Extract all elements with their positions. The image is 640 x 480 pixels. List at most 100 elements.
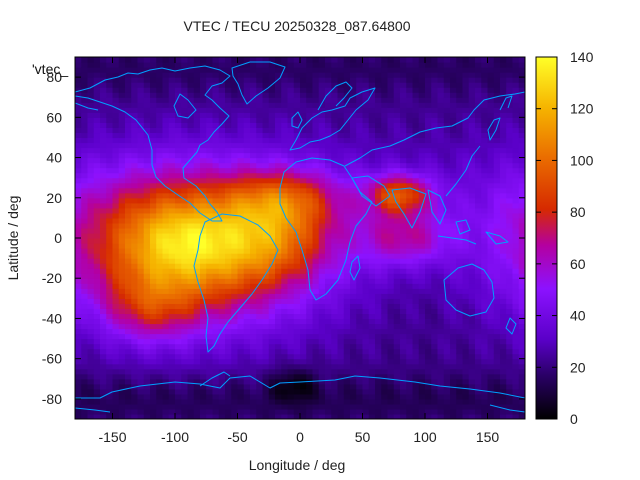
heatmap-cell (412, 67, 420, 73)
heatmap-cell (300, 62, 307, 68)
heatmap-cell (87, 258, 95, 264)
heatmap-cell (200, 112, 207, 118)
heatmap-cell (206, 97, 214, 103)
heatmap-cell (93, 328, 101, 335)
heatmap-cell (125, 253, 132, 259)
heatmap-cell (125, 413, 132, 419)
heatmap-cell (275, 338, 282, 345)
heatmap-cell (212, 288, 220, 294)
heatmap-cell (181, 258, 189, 264)
heatmap-cell (168, 288, 176, 294)
heatmap-cell (262, 348, 270, 355)
heatmap-cell (337, 288, 345, 294)
heatmap-cell (287, 243, 295, 249)
heatmap-cell (450, 217, 457, 224)
heatmap-cell (400, 192, 407, 199)
heatmap-cell (262, 283, 270, 289)
heatmap-cell (143, 363, 151, 370)
heatmap-cell (437, 212, 445, 219)
heatmap-cell (500, 102, 507, 108)
heatmap-cell (281, 308, 289, 315)
heatmap-cell (281, 57, 289, 63)
heatmap-cell (500, 353, 507, 360)
heatmap-cell (131, 207, 139, 214)
heatmap-cell (393, 222, 401, 229)
heatmap-cell (381, 112, 389, 118)
heatmap-cell (375, 323, 382, 330)
heatmap-cell (312, 283, 320, 289)
heatmap-cell (312, 192, 320, 199)
heatmap-cell (431, 197, 439, 204)
heatmap-cell (150, 82, 157, 88)
heatmap-cell (118, 82, 126, 88)
heatmap-cell (212, 303, 220, 309)
heatmap-cell (75, 197, 82, 204)
heatmap-cell (362, 67, 370, 73)
heatmap-cell (212, 398, 220, 405)
heatmap-cell (93, 142, 101, 149)
heatmap-cell (368, 162, 376, 169)
heatmap-cell (181, 142, 189, 149)
heatmap-cell (237, 263, 245, 269)
heatmap-cell (100, 162, 107, 169)
heatmap-cell (237, 217, 245, 224)
heatmap-cell (312, 197, 320, 204)
heatmap-cell (237, 353, 245, 360)
heatmap-cell (275, 248, 282, 254)
heatmap-cell (418, 278, 426, 284)
heatmap-cell (300, 288, 307, 294)
heatmap-cell (300, 323, 307, 330)
heatmap-cell (287, 288, 295, 294)
heatmap-cell (175, 393, 182, 400)
heatmap-cell (337, 127, 345, 134)
heatmap-cell (487, 358, 495, 365)
heatmap-cell (468, 388, 476, 395)
heatmap-cell (468, 358, 476, 365)
heatmap-cell (400, 122, 407, 128)
heatmap-cell (325, 112, 332, 118)
heatmap-cell (87, 197, 95, 204)
heatmap-cell (256, 308, 264, 315)
heatmap-cell (375, 248, 382, 254)
heatmap-cell (475, 162, 482, 169)
heatmap-cell (131, 348, 139, 355)
heatmap-cell (437, 222, 445, 229)
heatmap-cell (200, 92, 207, 98)
heatmap-cell (287, 142, 295, 149)
heatmap-cell (431, 248, 439, 254)
heatmap-cell (237, 127, 245, 134)
heatmap-cell (412, 137, 420, 144)
heatmap-cell (500, 313, 507, 320)
heatmap-cell (468, 313, 476, 320)
heatmap-cell (168, 227, 176, 234)
heatmap-cell (87, 167, 95, 174)
heatmap-cell (287, 293, 295, 299)
heatmap-cell (393, 328, 401, 335)
heatmap-cell (293, 167, 301, 174)
heatmap-cell (306, 192, 314, 199)
heatmap-cell (87, 413, 95, 419)
heatmap-cell (387, 167, 395, 174)
heatmap-cell (275, 328, 282, 335)
heatmap-cell (268, 157, 276, 164)
heatmap-cell (368, 413, 376, 419)
heatmap-cell (112, 112, 120, 118)
heatmap-cell (212, 363, 220, 370)
heatmap-cell (168, 243, 176, 249)
heatmap-cell (187, 82, 195, 88)
heatmap-cell (356, 197, 364, 204)
heatmap-cell (406, 388, 414, 395)
heatmap-cell (481, 238, 489, 244)
heatmap-cell (337, 313, 345, 320)
heatmap-cell (356, 222, 364, 229)
heatmap-cell (368, 263, 376, 269)
heatmap-cell (400, 222, 407, 229)
heatmap-cell (375, 232, 382, 239)
heatmap-cell (100, 137, 107, 144)
heatmap-cell (218, 172, 226, 179)
heatmap-cell (268, 207, 276, 214)
heatmap-cell (287, 192, 295, 199)
heatmap-cell (243, 338, 251, 345)
heatmap-cell (143, 102, 151, 108)
heatmap-cell (362, 253, 370, 259)
